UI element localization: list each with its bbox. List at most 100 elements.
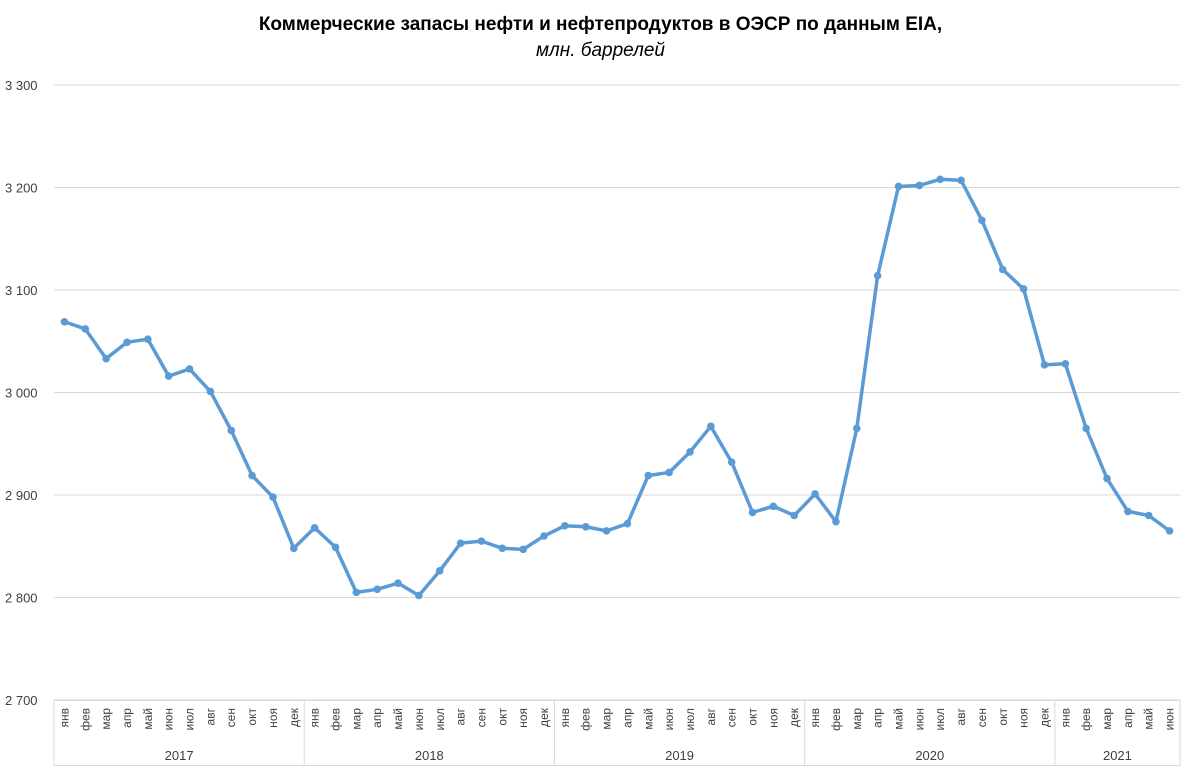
data-point [686, 448, 694, 456]
data-point [519, 545, 527, 554]
x-tick-label: ноя [1017, 708, 1031, 728]
data-point [456, 539, 465, 547]
x-tick-label: июл [683, 708, 697, 730]
x-tick-label: авг [454, 707, 468, 725]
x-tick-label: авг [704, 707, 718, 725]
x-tick-label: окт [245, 708, 259, 726]
data-point [81, 325, 90, 333]
x-tick-label: окт [996, 708, 1010, 726]
x-tick-label: июн [662, 708, 676, 730]
data-point [978, 216, 986, 225]
x-tick-label: сен [474, 708, 488, 727]
data-point [832, 517, 840, 526]
x-tick-label: апр [120, 708, 134, 728]
x-tick-label: сен [725, 708, 739, 727]
data-point [227, 426, 236, 435]
data-point [852, 424, 861, 433]
x-tick-label: май [892, 708, 906, 730]
year-label: 2019 [665, 748, 694, 763]
x-tick-label: фев [329, 708, 343, 731]
data-point [665, 468, 673, 477]
data-point [998, 265, 1007, 274]
data-point [206, 387, 215, 396]
data-point [477, 537, 486, 545]
x-tick-label: янв [808, 708, 822, 728]
x-tick-label: окт [495, 708, 509, 726]
x-tick-label: янв [1058, 708, 1072, 728]
x-tick-label: июн [412, 708, 426, 730]
x-tick-label: авг [954, 707, 968, 725]
x-tick-label: авг [203, 707, 217, 725]
data-point [811, 490, 819, 498]
data-point [144, 335, 152, 344]
data-point [915, 181, 924, 190]
data-point [60, 317, 69, 326]
data-point [602, 527, 611, 535]
year-label: 2017 [165, 748, 194, 763]
data-point [1019, 285, 1028, 293]
data-point [394, 579, 402, 587]
x-tick-label: апр [871, 708, 885, 728]
x-tick-label: дек [537, 707, 551, 727]
data-point [623, 519, 632, 528]
data-point [561, 521, 569, 530]
data-point [289, 544, 298, 553]
x-tick-label: апр [370, 708, 384, 728]
data-point [498, 544, 507, 553]
x-tick-label: янв [57, 708, 71, 728]
x-tick-label: фев [78, 708, 92, 731]
data-point [123, 338, 131, 347]
data-point [269, 493, 277, 501]
data-point [540, 532, 548, 540]
x-tick-label: фев [1079, 708, 1093, 731]
x-tick-label: мар [349, 708, 363, 730]
x-tick-label: сен [975, 708, 989, 727]
x-tick-label: дек [287, 707, 301, 727]
x-tick-label: май [641, 708, 655, 730]
y-tick-label: 3 200 [5, 181, 38, 196]
x-tick-label: июн [1163, 708, 1177, 730]
data-point [1165, 527, 1174, 535]
x-tick-label: дек [787, 707, 801, 727]
data-point [790, 511, 799, 520]
x-tick-label: сен [224, 708, 238, 727]
x-tick-label: июл [433, 708, 447, 730]
x-tick-label: июл [183, 708, 197, 730]
data-point [310, 524, 319, 532]
data-point [936, 175, 945, 184]
data-point [727, 458, 736, 467]
x-tick-label: мар [99, 708, 113, 730]
data-point [957, 176, 965, 185]
data-point [435, 567, 444, 575]
year-label: 2018 [415, 748, 444, 763]
x-tick-label: фев [579, 708, 593, 731]
chart-title: Коммерческие запасы нефти и нефтепродукт… [258, 14, 943, 35]
x-tick-label: ноя [266, 708, 280, 728]
data-point [415, 591, 423, 600]
series-line [63, 177, 1171, 598]
data-point [331, 543, 340, 552]
x-tick-label: апр [620, 708, 634, 728]
x-tick-label: фев [829, 708, 843, 731]
y-tick-label: 3 100 [5, 283, 38, 298]
x-tick-label: окт [746, 708, 760, 726]
data-point [1061, 360, 1070, 368]
data-point [644, 471, 653, 480]
x-tick-label: май [141, 708, 155, 730]
x-tick-label: мар [1100, 708, 1114, 730]
x-tick-label: июл [933, 708, 947, 730]
y-tick-label: 2 900 [5, 488, 38, 503]
y-tick-label: 2 800 [5, 591, 38, 606]
x-tick-label: янв [558, 708, 572, 728]
x-tick-label: июн [912, 708, 926, 730]
y-tick-label: 2 700 [5, 693, 38, 708]
chart-subtitle: млн. баррелей [536, 40, 665, 61]
x-tick-label: дек [1037, 707, 1051, 727]
x-tick-label: янв [308, 708, 322, 728]
data-point [248, 471, 256, 480]
y-tick-label: 3 300 [5, 78, 38, 93]
y-tick-label: 3 000 [5, 386, 38, 401]
data-point [373, 585, 382, 594]
data-point [873, 271, 882, 280]
